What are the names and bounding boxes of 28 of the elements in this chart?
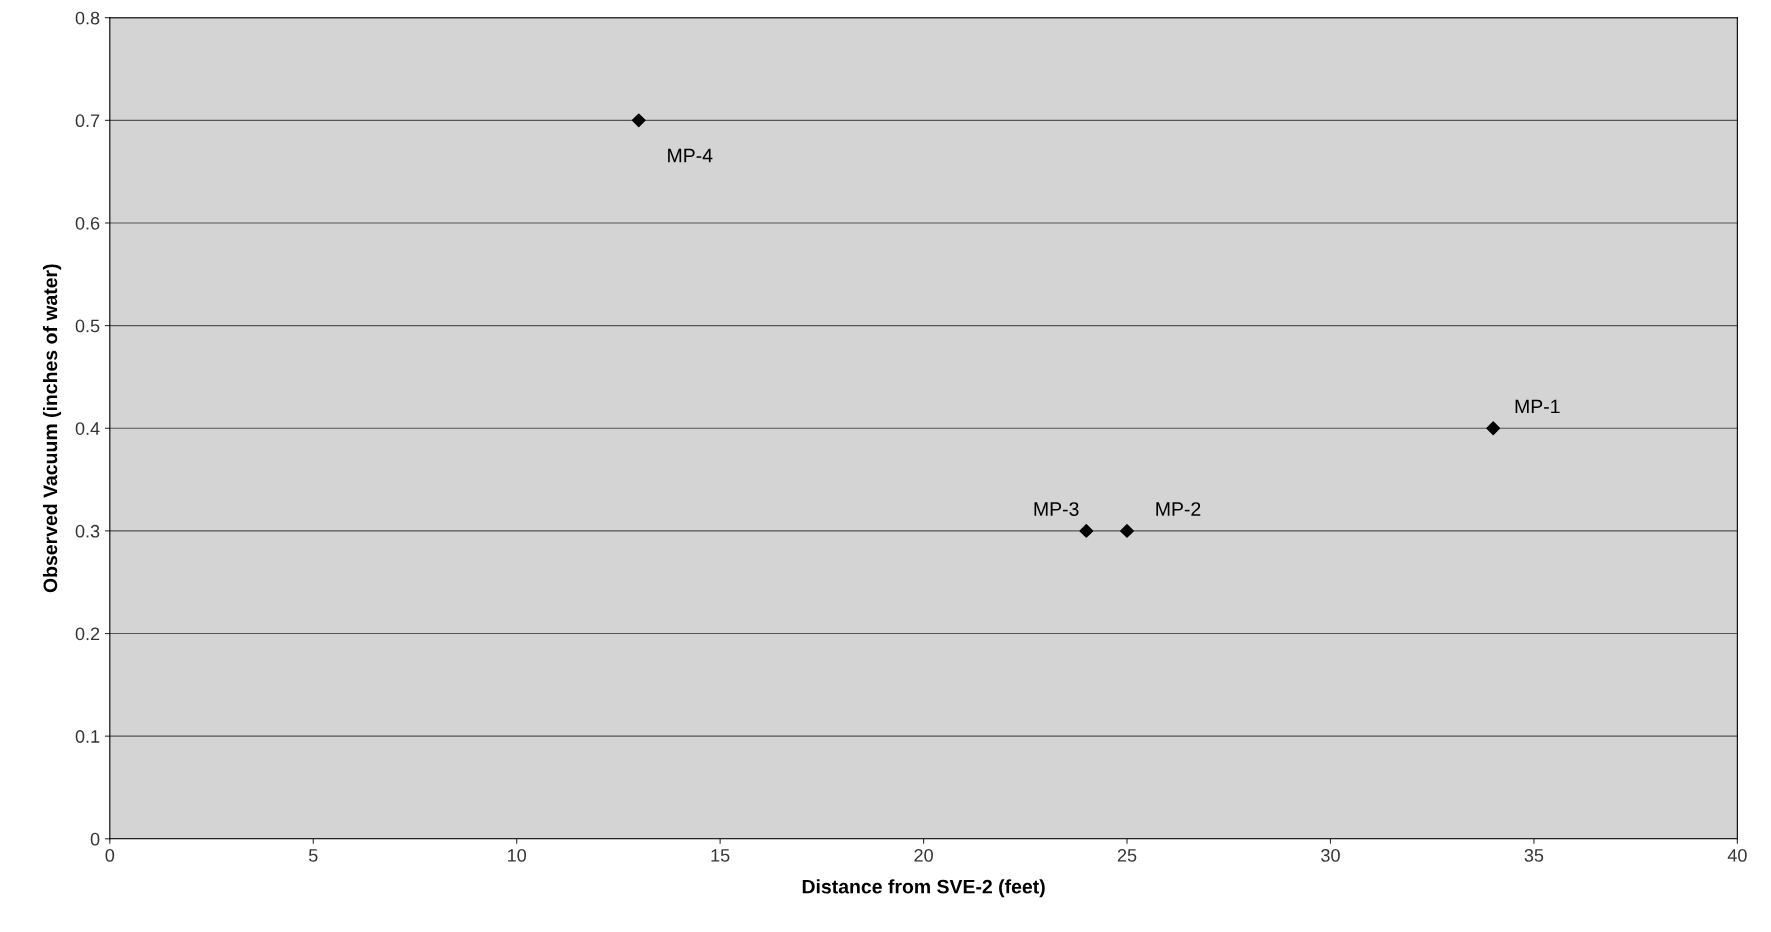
x-tick-label: 35	[1524, 849, 1544, 862]
y-tick-label: 0.1	[75, 730, 100, 743]
x-tick-label: 10	[508, 849, 527, 862]
x-axis-title: Distance from SVE-2 (feet)	[802, 879, 1045, 898]
y-tick-label: 0.5	[75, 319, 100, 333]
annotation: MP-2	[1156, 502, 1201, 516]
x-tick-label: 25	[1117, 849, 1137, 862]
point	[631, 113, 646, 128]
x-tick-label: 30	[1321, 849, 1340, 862]
y-tick-label: 0.4	[75, 422, 100, 435]
point	[1486, 421, 1501, 436]
y-tick-label: 0.3	[75, 524, 100, 538]
x-tick-label: 20	[914, 849, 933, 862]
y-tick-label: 0.7	[75, 114, 100, 128]
x-tick-label: 40	[1727, 849, 1747, 862]
point	[1079, 523, 1094, 538]
y-tick-label: 0	[90, 832, 100, 846]
x-tick-label: 0	[105, 849, 115, 862]
x-tick-label: 5	[308, 849, 318, 862]
y-tick-label: 0.6	[75, 216, 100, 230]
annotation: MP-3	[1034, 502, 1079, 516]
y-tick-label: 0.2	[75, 627, 100, 641]
annotation: MP-4	[668, 148, 713, 163]
x-tick-label: 15	[711, 849, 730, 862]
y-axis-title: Observed Vacuum (inches of water)	[42, 264, 62, 593]
y-tick-label: 0.8	[75, 11, 100, 25]
point	[1120, 523, 1134, 538]
annotation: MP-1	[1515, 399, 1560, 414]
